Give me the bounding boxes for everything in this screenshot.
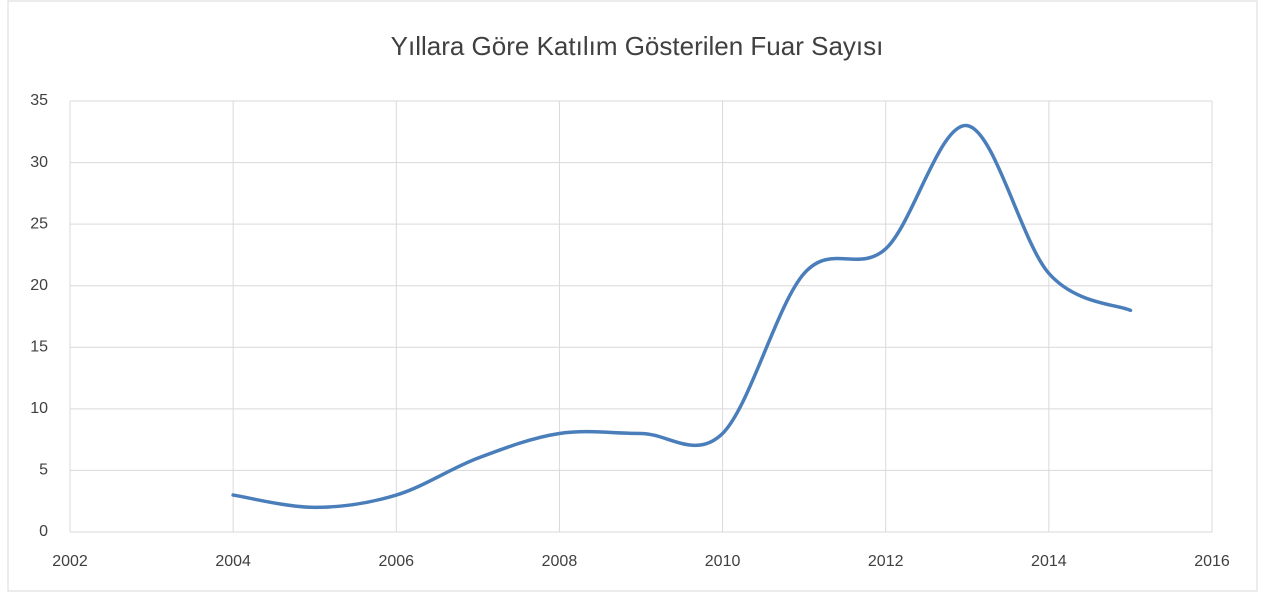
y-tick-label: 30	[30, 154, 48, 171]
x-tick-label: 2016	[1194, 553, 1230, 570]
x-tick-label: 2012	[868, 553, 904, 570]
chart-frame	[7, 0, 1258, 592]
x-tick-label: 2002	[52, 553, 88, 570]
y-tick-label: 15	[30, 339, 48, 356]
y-tick-label: 25	[30, 215, 48, 232]
x-tick-label: 2006	[378, 553, 414, 570]
y-tick-label: 10	[30, 400, 48, 417]
x-tick-label: 2004	[215, 553, 251, 570]
y-tick-label: 0	[39, 523, 48, 540]
x-tick-label: 2010	[705, 553, 741, 570]
y-tick-label: 35	[30, 92, 48, 109]
y-tick-label: 5	[39, 462, 48, 479]
chart-title: Yıllara Göre Katılım Gösterilen Fuar Say…	[391, 31, 884, 61]
x-tick-label: 2014	[1031, 553, 1067, 570]
data-line	[231, 123, 1133, 510]
x-tick-label: 2008	[542, 553, 578, 570]
y-tick-label: 20	[30, 277, 48, 294]
